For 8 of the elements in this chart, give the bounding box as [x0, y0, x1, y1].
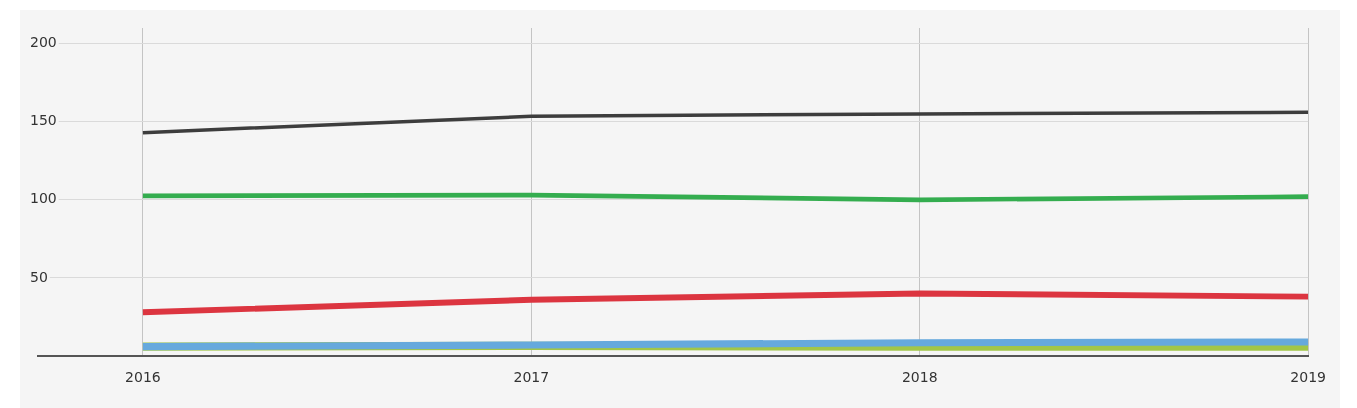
- y-tick-label: 200: [30, 34, 57, 51]
- x-tick-label: 2018: [901, 369, 938, 386]
- x-tick-label: 2017: [513, 369, 550, 386]
- x-tick-label: 2016: [125, 369, 161, 386]
- y-tick-label: 100: [30, 190, 57, 207]
- x-tick-label: 2019: [1290, 369, 1327, 386]
- y-tick-label: 50: [30, 268, 48, 285]
- y-tick-label: 150: [30, 112, 57, 129]
